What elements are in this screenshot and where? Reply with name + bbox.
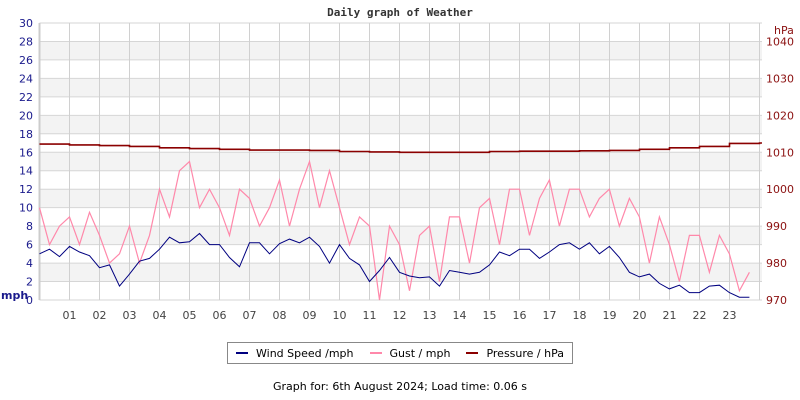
series-line-gust <box>38 159 750 301</box>
left-tick-label: 12 <box>19 183 33 196</box>
left-axis-label: mph <box>1 289 28 302</box>
right-tick-label: 990 <box>766 220 787 233</box>
left-tick-label: 10 <box>19 202 33 215</box>
right-tick-label: 980 <box>766 257 787 270</box>
x-tick-label: 10 <box>333 309 347 322</box>
x-tick-label: 06 <box>213 309 227 322</box>
right-axis-label: hPa <box>774 24 794 37</box>
left-tick-label: 4 <box>26 257 33 270</box>
grid-band <box>39 226 762 245</box>
x-tick-label: 07 <box>243 309 257 322</box>
left-tick-label: 8 <box>26 220 33 233</box>
x-tick-label: 20 <box>633 309 647 322</box>
right-tick-label: 1040 <box>766 35 794 48</box>
x-tick-label: 17 <box>543 309 557 322</box>
x-tick-label: 19 <box>603 309 617 322</box>
legend-label-pressure: Pressure / hPa <box>486 346 564 360</box>
legend-item-pressure: Pressure / hPa <box>466 347 564 360</box>
left-tick-label: 6 <box>26 239 33 252</box>
left-tick-label: 26 <box>19 54 33 67</box>
right-tick-label: 1020 <box>766 109 794 122</box>
x-tick-label: 15 <box>483 309 497 322</box>
left-tick-label: 0 <box>26 294 33 307</box>
legend-label-wind: Wind Speed /mph <box>256 346 354 360</box>
left-tick-label: 16 <box>19 146 33 159</box>
left-tick-label: 18 <box>19 128 33 141</box>
legend-item-gust: Gust / mph <box>369 346 451 360</box>
x-tick-label: 16 <box>513 309 527 322</box>
x-tick-label: 02 <box>93 309 107 322</box>
x-tick-label: 09 <box>303 309 317 322</box>
right-tick-label: 1030 <box>766 72 794 85</box>
x-tick-label: 23 <box>723 309 737 322</box>
x-tick-label: 11 <box>363 309 377 322</box>
series-line-wind-speed <box>39 232 750 298</box>
grid-band <box>39 152 762 171</box>
grid-band <box>39 115 762 134</box>
right-tick-label: 1010 <box>766 146 794 159</box>
left-tick-label: 28 <box>19 35 33 48</box>
left-tick-label: 30 <box>19 17 33 30</box>
legend-swatch-wind <box>236 352 248 354</box>
x-tick-label: 08 <box>273 309 287 322</box>
chart-title: Daily graph of Weather <box>327 6 473 19</box>
x-tick-label: 13 <box>423 309 437 322</box>
x-tick-label: 04 <box>153 309 167 322</box>
x-tick-label: 18 <box>573 309 587 322</box>
left-tick-label: 14 <box>19 165 33 178</box>
x-tick-label: 12 <box>393 309 407 322</box>
legend-label-gust: Gust / mph <box>389 346 451 360</box>
left-tick-label: 24 <box>19 72 33 85</box>
series-line-pressure <box>39 142 762 154</box>
legend-item-wind: Wind Speed /mph <box>236 347 354 360</box>
x-tick-label: 14 <box>453 309 467 322</box>
left-tick-label: 2 <box>26 276 33 289</box>
grid-band <box>39 78 762 97</box>
right-tick-label: 970 <box>766 294 787 307</box>
legend: Wind Speed /mph Gust / mph Pressure / hP… <box>227 342 573 364</box>
right-tick-label: 1000 <box>766 183 794 196</box>
x-tick-label: 21 <box>663 309 677 322</box>
grid-band <box>39 189 762 208</box>
footer-text: Graph for: 6th August 2024; Load time: 0… <box>273 380 527 393</box>
x-tick-label: 01 <box>63 309 77 322</box>
left-tick-label: 20 <box>19 109 33 122</box>
x-tick-label: 03 <box>123 309 137 322</box>
legend-swatch-gust <box>369 352 382 354</box>
grid-band <box>39 41 762 60</box>
left-tick-label: 22 <box>19 91 33 104</box>
x-tick-label: 22 <box>693 309 707 322</box>
x-tick-label: 05 <box>183 309 197 322</box>
legend-swatch-pressure <box>466 352 479 354</box>
